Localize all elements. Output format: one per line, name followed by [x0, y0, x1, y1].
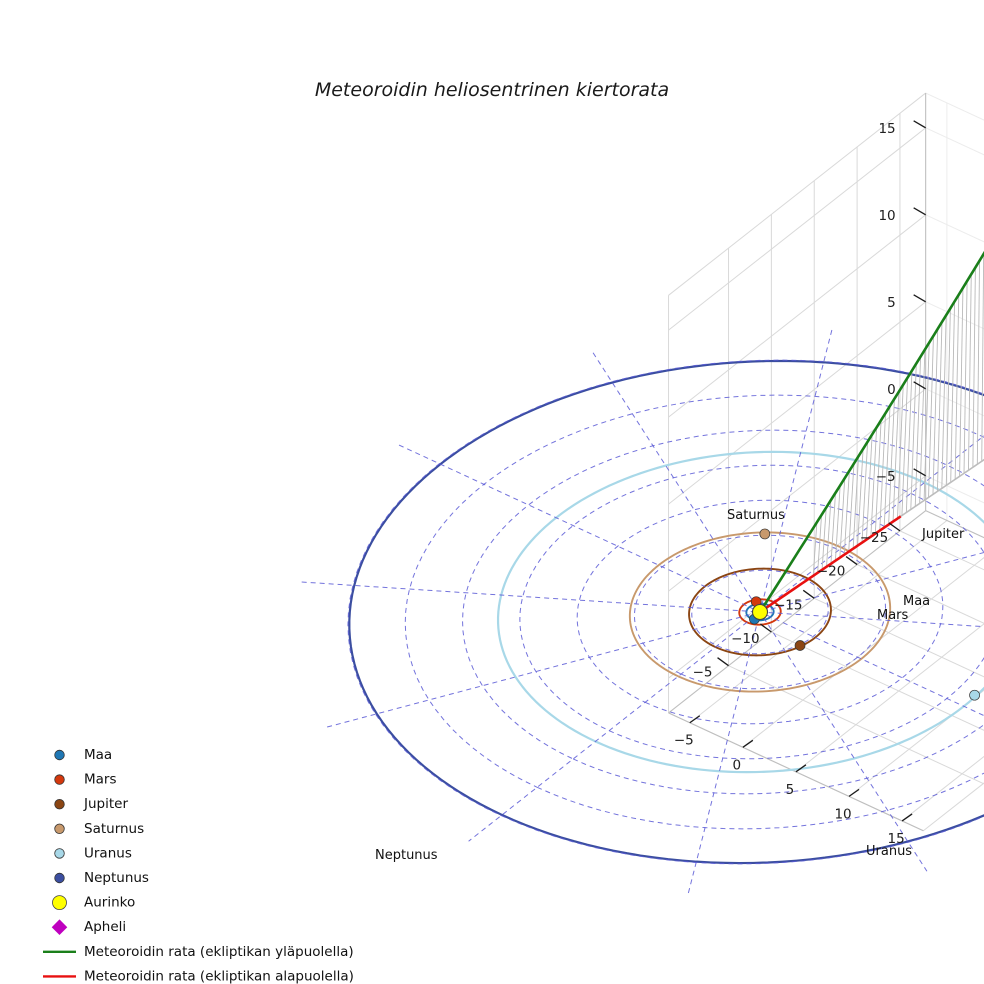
planet-marker-jupiter: [794, 640, 806, 651]
label-neptunus: Neptunus: [375, 848, 438, 863]
planet-marker-uranus: [969, 689, 980, 701]
z-tick: 5: [887, 295, 896, 311]
legend-label: Neptunus: [84, 870, 149, 886]
trajectory-droplines: [812, 253, 984, 576]
label-jupiter: Jupiter: [921, 527, 965, 542]
x-tick: −20: [817, 564, 846, 580]
planet-marker-saturnus: [759, 528, 771, 540]
label-mars: Mars: [877, 608, 909, 623]
legend-label: Maa: [84, 747, 112, 763]
axis-ticks: −25 −20 −15 −10 −5 −5 0 5 10 15 15 10 5 0 −5: [674, 120, 926, 847]
meteoroid-trajectory: [758, 250, 984, 614]
y-tick: 0: [733, 757, 742, 773]
legend-label: Aurinko: [84, 895, 135, 911]
legend-swatch-dot: [54, 749, 65, 761]
legend-label: Uranus: [84, 845, 132, 861]
y-tick: 5: [786, 782, 795, 798]
y-tick: 10: [834, 806, 851, 822]
z-tick: 10: [878, 208, 895, 224]
page-title: Meteoroidin heliosentrinen kiertorata: [315, 79, 669, 101]
legend-label: Jupiter: [83, 796, 128, 812]
z-tick: −5: [876, 469, 896, 485]
legend-swatch-dot: [54, 848, 65, 859]
label-saturnus: Saturnus: [727, 508, 785, 523]
z-tick: 0: [887, 382, 896, 398]
sun-marker: [751, 603, 769, 621]
legend-swatch-dot: [54, 872, 65, 884]
y-tick: 15: [888, 831, 905, 847]
z-tick: 15: [878, 121, 895, 137]
legend-label: Meteoroidin rata (ekliptikan alapuolella…: [84, 968, 354, 984]
x-tick: −10: [731, 631, 760, 647]
legend: Maa Mars Jupiter Saturnus Uranus Neptunus Auri…: [43, 747, 354, 984]
x-tick: −5: [693, 665, 713, 681]
x-tick: −25: [860, 530, 889, 546]
body-markers: [749, 528, 980, 701]
legend-label: Saturnus: [84, 821, 144, 837]
legend-swatch-dot: [54, 799, 65, 810]
axes-panes: [668, 92, 984, 832]
y-tick: −5: [674, 733, 694, 749]
legend-label: Meteoroidin rata (ekliptikan yläpuolella…: [84, 944, 354, 960]
legend-swatch-dot: [52, 895, 67, 910]
label-maa: Maa: [903, 594, 930, 609]
legend-swatch-dot: [54, 823, 65, 835]
x-tick: −15: [774, 597, 803, 613]
legend-swatch-dot: [54, 774, 65, 785]
legend-swatch-diamond: [51, 919, 68, 935]
legend-label: Apheli: [84, 919, 126, 935]
label-uranus: Uranus: [866, 844, 912, 859]
legend-label: Mars: [84, 772, 117, 788]
